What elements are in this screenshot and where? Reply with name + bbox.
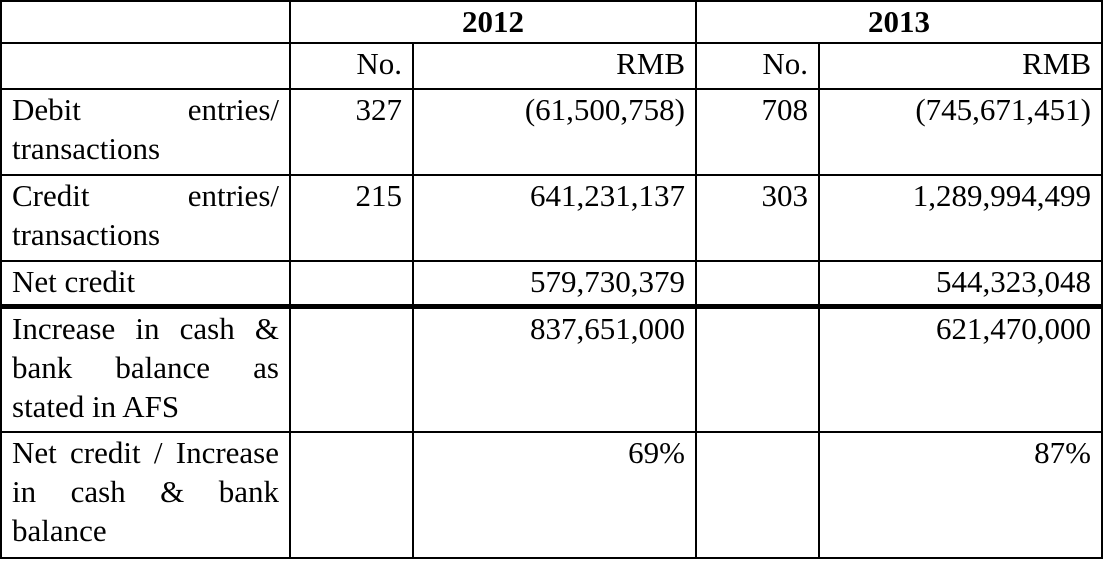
subheader-row: No. RMB No. RMB: [0, 42, 1103, 90]
subheader-no-2012: No.: [289, 42, 414, 90]
year-2013-header: 2013: [695, 0, 1103, 44]
cell-rmb-2012: 837,651,000: [412, 305, 697, 433]
table-row: Increase in cash & bank balance as state…: [0, 305, 1103, 433]
table-row: Net credit / Increase in cash & bank bal…: [0, 431, 1103, 559]
cell-rmb-2013: 621,470,000: [818, 305, 1103, 433]
cell-rmb-2012: 641,231,137: [412, 174, 697, 262]
cell-rmb-2013: 87%: [818, 431, 1103, 559]
row-label: Net credit: [0, 260, 291, 309]
cell-no-2012: [289, 305, 414, 433]
cell-rmb-2013: 1,289,994,499: [818, 174, 1103, 262]
cell-no-2013: [695, 260, 820, 309]
cell-rmb-2012: (61,500,758): [412, 88, 697, 176]
row-label: Credit entries/ transactions: [0, 174, 291, 262]
cell-no-2012: 215: [289, 174, 414, 262]
subheader-empty-cell: [0, 42, 291, 90]
cell-no-2013: [695, 431, 820, 559]
subheader-rmb-2013: RMB: [818, 42, 1103, 90]
cell-no-2013: [695, 305, 820, 433]
cell-no-2012: [289, 431, 414, 559]
cell-rmb-2012: 69%: [412, 431, 697, 559]
cell-no-2012: [289, 260, 414, 309]
table-row: Net credit 579,730,379 544,323,048: [0, 260, 1103, 309]
table-row: Credit entries/ transactions 215 641,231…: [0, 174, 1103, 262]
cell-rmb-2012: 579,730,379: [412, 260, 697, 309]
cell-no-2012: 327: [289, 88, 414, 176]
year-header-row: 2012 2013: [0, 0, 1103, 44]
row-label: Debit entries/ transactions: [0, 88, 291, 176]
header-empty-cell: [0, 0, 291, 44]
cell-no-2013: 303: [695, 174, 820, 262]
row-label: Increase in cash & bank balance as state…: [0, 305, 291, 433]
cell-no-2013: 708: [695, 88, 820, 176]
year-2012-header: 2012: [289, 0, 697, 44]
subheader-no-2013: No.: [695, 42, 820, 90]
subheader-rmb-2012: RMB: [412, 42, 697, 90]
cell-rmb-2013: (745,671,451): [818, 88, 1103, 176]
table-row: Debit entries/ transactions 327 (61,500,…: [0, 88, 1103, 176]
cell-rmb-2013: 544,323,048: [818, 260, 1103, 309]
row-label: Net credit / Increase in cash & bank bal…: [0, 431, 291, 559]
